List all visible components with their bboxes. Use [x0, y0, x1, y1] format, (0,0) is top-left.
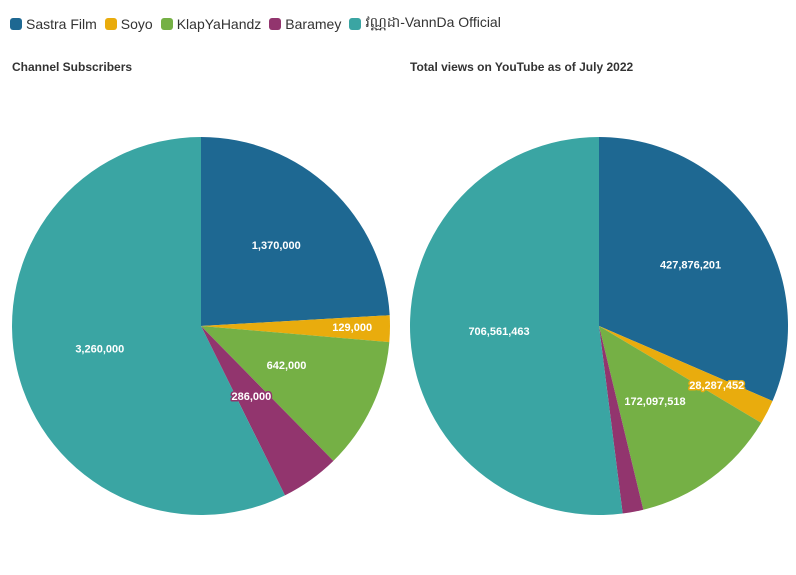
pie-slice-subscribers-vannda-official[interactable]	[11, 137, 285, 515]
chart-legend: Sastra Film Soyo KlapYaHandz Baramey វណ្…	[10, 13, 509, 34]
legend-item-baramey[interactable]: Baramey	[269, 16, 341, 32]
data-label-total-views-soyo: 28,287,452	[689, 380, 744, 392]
legend-item-soyo[interactable]: Soyo	[104, 15, 153, 32]
pie-slice-subscribers-sastra-film[interactable]	[201, 137, 390, 326]
legend-swatch-sastra-film	[10, 17, 22, 30]
legend-label-klapyahandz: KlapYaHandz	[176, 15, 262, 32]
legend-item-vannda-official[interactable]: វណ្ណដា-VannDa Official	[349, 13, 501, 34]
pie-slice-subscribers-soyo[interactable]	[201, 315, 390, 343]
legend-label-vannda-official: វណ្ណដា-VannDa Official	[365, 14, 501, 30]
legend-swatch-soyo	[104, 17, 117, 30]
pie-slice-total-views-vannda-official[interactable]	[409, 137, 623, 515]
chart-title-total-views: Total views on YouTube as of July 2022	[410, 60, 634, 74]
data-label-total-views-sastra-film: 427,876,201	[660, 260, 721, 272]
pie-slice-total-views-baramey[interactable]	[599, 326, 644, 514]
data-label-total-views-vannda-official: 706,561,463	[468, 326, 529, 338]
legend-label-sastra-film: Sastra Film	[26, 15, 97, 32]
pie-slice-total-views-klapyahandz[interactable]	[599, 326, 762, 510]
data-label-subscribers-sastra-film: 1,370,000	[252, 240, 301, 252]
data-label-subscribers-baramey: 286,000	[232, 391, 272, 403]
pie-slice-subscribers-klapyahandz[interactable]	[201, 326, 390, 461]
legend-swatch-vannda-official	[349, 17, 362, 30]
legend-label-baramey: Baramey	[285, 15, 342, 32]
legend-swatch-klapyahandz	[160, 17, 173, 30]
data-label-subscribers-vannda-official: 3,260,000	[75, 344, 124, 356]
legend-label-soyo: Soyo	[120, 15, 153, 32]
legend-item-klapyahandz[interactable]: KlapYaHandz	[160, 15, 262, 32]
data-label-total-views-klapyahandz: 172,097,518	[624, 396, 685, 408]
pie-slice-total-views-sastra-film[interactable]	[599, 137, 789, 401]
pie-slice-total-views-soyo[interactable]	[599, 326, 773, 423]
legend-item-sastra-film[interactable]: Sastra Film	[10, 16, 97, 32]
chart-title-subscribers: Channel Subscribers	[12, 60, 133, 74]
data-label-subscribers-klapyahandz: 642,000	[267, 360, 307, 372]
legend-swatch-baramey	[269, 17, 282, 30]
data-label-subscribers-soyo: 129,000	[332, 322, 372, 334]
pie-slice-subscribers-baramey[interactable]	[201, 326, 334, 496]
